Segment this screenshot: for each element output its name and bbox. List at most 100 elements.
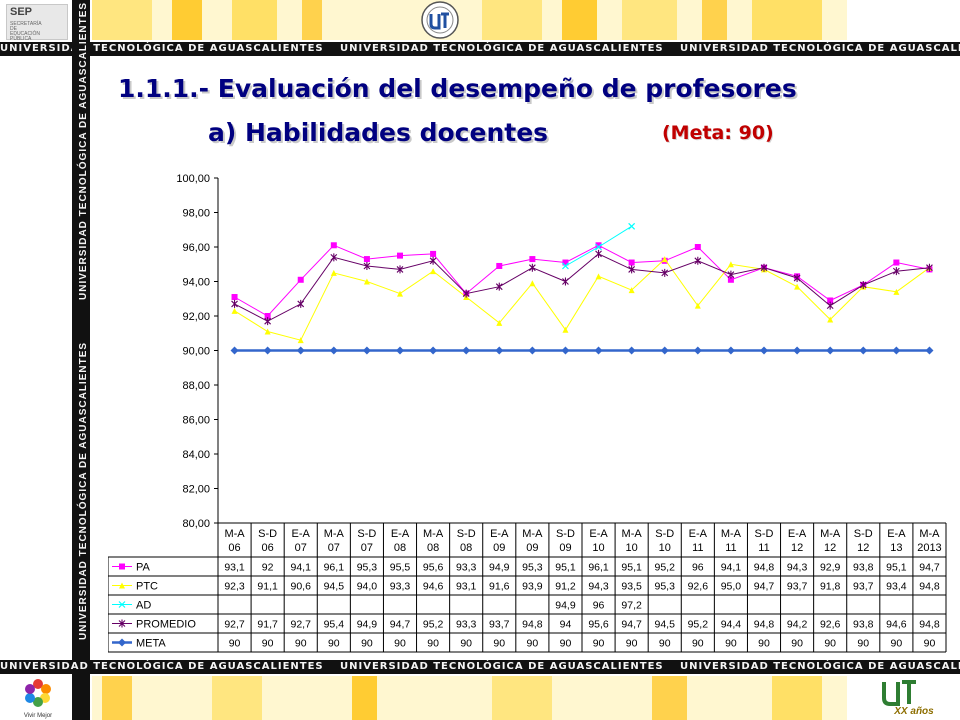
point-promedio xyxy=(760,263,768,272)
y-tick-label: 100,00 xyxy=(176,173,210,185)
sep-logo xyxy=(6,4,68,40)
x-tick-label: 2013 xyxy=(917,542,941,554)
point-meta xyxy=(594,346,603,355)
point-pa xyxy=(694,244,701,250)
data-label: 95,2 xyxy=(688,619,709,631)
x-tick-label: E-A xyxy=(490,528,509,540)
x-tick-label: S-D xyxy=(655,528,674,540)
point-ptc xyxy=(264,328,271,335)
point-promedio xyxy=(528,263,536,272)
data-label: 93,5 xyxy=(621,581,642,593)
data-label: 92,6 xyxy=(688,581,709,593)
x-tick-label: S-D xyxy=(755,528,774,540)
x-tick-label: E-A xyxy=(689,528,708,540)
x-tick-label: 09 xyxy=(526,542,538,554)
point-pa xyxy=(562,259,569,266)
x-tick-label: 08 xyxy=(460,542,472,554)
legend-marker xyxy=(118,619,126,628)
data-label: 96,1 xyxy=(324,562,345,574)
band-text: UNIVERSIDAD TECNOLÓGICA DE AGUASCALIENTE… xyxy=(340,43,664,54)
data-label: 94,8 xyxy=(522,619,543,631)
point-promedio xyxy=(926,263,933,272)
point-ptc xyxy=(727,261,734,268)
point-ptc xyxy=(893,288,900,295)
data-label: 94,4 xyxy=(721,619,742,631)
point-meta xyxy=(627,346,636,355)
data-label: 95,3 xyxy=(655,581,676,593)
series-line-pa xyxy=(234,244,930,317)
legend-label: PROMEDIO xyxy=(136,619,196,631)
data-label: 90 xyxy=(229,638,241,650)
point-pa xyxy=(827,297,834,304)
legend-marker xyxy=(119,563,125,570)
data-label: 92,6 xyxy=(820,619,841,631)
data-label: 94,3 xyxy=(787,562,808,574)
data-label: 94,0 xyxy=(357,581,378,593)
x-tick-label: 11 xyxy=(692,542,703,554)
point-ptc xyxy=(661,256,668,263)
y-tick-label: 84,00 xyxy=(182,449,210,461)
point-promedio xyxy=(297,299,305,308)
legend-marker xyxy=(119,582,125,589)
point-pa xyxy=(264,313,271,319)
data-label: 90 xyxy=(891,638,903,650)
point-promedio xyxy=(628,265,636,274)
point-pa xyxy=(496,262,503,269)
slide-subtitle: a) Habilidades docentes xyxy=(208,118,549,147)
anniversary-logo: XX años xyxy=(882,680,934,717)
data-label: 90 xyxy=(361,638,373,650)
x-tick-label: M-A xyxy=(423,528,444,540)
y-tick-label: 88,00 xyxy=(182,380,210,392)
data-label: 90 xyxy=(262,638,274,650)
data-label: 94,5 xyxy=(324,581,345,593)
x-tick-label: S-D xyxy=(357,528,376,540)
legend-label: PTC xyxy=(136,581,158,593)
point-pa xyxy=(430,250,437,257)
point-promedio xyxy=(661,268,669,277)
point-promedio xyxy=(859,280,867,289)
x-tick-label: M-A xyxy=(622,528,643,540)
point-ad xyxy=(628,222,636,230)
sep-subtitle: SECRETARÍA DE EDUCACIÓN PÚBLICA xyxy=(10,21,42,42)
data-label: 96 xyxy=(692,562,704,574)
x-tick-label: 08 xyxy=(394,542,406,554)
data-label: 94,5 xyxy=(655,619,676,631)
vivir-mejor-text: Vivir Mejor xyxy=(24,713,52,719)
point-pa xyxy=(297,276,304,283)
data-label: 94,6 xyxy=(423,581,444,593)
data-label: 94,7 xyxy=(390,619,411,631)
point-pa xyxy=(330,242,337,249)
point-meta xyxy=(660,346,669,355)
data-label: 95,2 xyxy=(423,619,444,631)
data-label: 90 xyxy=(460,638,472,650)
data-label: 90 xyxy=(659,638,671,650)
data-label: 93,4 xyxy=(886,581,907,593)
band-text: UNIVERSIDAD TECNOLÓGICA DE AGUASCALIENTE… xyxy=(340,661,664,672)
data-label: 95,4 xyxy=(324,619,345,631)
data-label: 90 xyxy=(924,638,936,650)
x-tick-label: 10 xyxy=(626,542,638,554)
point-meta xyxy=(362,346,371,355)
point-pa xyxy=(231,294,238,301)
point-ptc xyxy=(827,316,834,323)
data-label: 90,6 xyxy=(291,581,312,593)
data-label: 95,1 xyxy=(555,562,576,574)
bottom-decorative-stripes xyxy=(92,676,847,720)
point-promedio xyxy=(231,299,238,308)
y-tick-label: 90,00 xyxy=(182,346,210,358)
x-tick-label: M-A xyxy=(522,528,543,540)
data-label: 94,8 xyxy=(919,619,940,631)
x-tick-label: 12 xyxy=(824,542,836,554)
data-label: 95,6 xyxy=(423,562,444,574)
x-tick-label: M-A xyxy=(324,528,345,540)
point-ptc xyxy=(397,290,403,297)
data-label: 94,9 xyxy=(489,562,510,574)
y-tick-label: 94,00 xyxy=(182,277,210,289)
data-label: 93,9 xyxy=(522,581,543,593)
university-logo xyxy=(421,1,459,39)
point-promedio xyxy=(562,277,569,286)
data-label: 94,7 xyxy=(754,581,775,593)
y-tick-label: 96,00 xyxy=(182,242,210,254)
data-label: 94,9 xyxy=(357,619,378,631)
data-label: 91,6 xyxy=(489,581,510,593)
